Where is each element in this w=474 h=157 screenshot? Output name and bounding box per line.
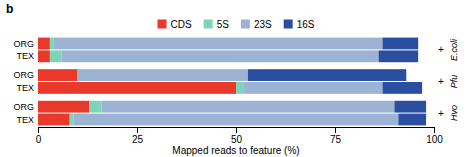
bar-segment (38, 101, 89, 113)
group-sign: + (438, 76, 444, 87)
legend-label: CDS (171, 19, 192, 30)
x-axis-line (39, 128, 435, 134)
bar-segment (70, 114, 74, 126)
x-tick: 25 (132, 127, 144, 145)
x-tick-label: 0 (36, 134, 42, 145)
x-tick-label: 50 (231, 134, 243, 145)
x-tick-mark (434, 127, 435, 133)
bar-segment (54, 38, 383, 50)
x-tick-mark (38, 127, 39, 133)
x-tick-mark (335, 127, 336, 133)
bar-segment (101, 101, 394, 113)
group-label: Pfu (449, 75, 459, 89)
group-label: Hvo (449, 105, 459, 121)
x-axis: 0 25 50 75 100 (36, 127, 444, 145)
bar-segment (50, 50, 62, 62)
bar-segment (78, 69, 248, 81)
group-sign: + (438, 108, 444, 119)
bar-segment (89, 101, 101, 113)
x-tick-label: 100 (426, 134, 443, 145)
x-tick: 100 (426, 127, 443, 145)
bar-segment (394, 101, 426, 113)
legend-label: 23S (254, 19, 272, 30)
bar-segment (74, 114, 399, 126)
row-label: ORG (13, 39, 34, 49)
legend-swatch (241, 20, 250, 29)
x-tick: 0 (36, 127, 42, 145)
bar-segment (38, 69, 78, 81)
legend-label: 5S (217, 19, 230, 30)
bar-segment (379, 50, 419, 62)
bar-segment (398, 114, 426, 126)
row-label: TEX (16, 51, 34, 61)
bars (38, 38, 426, 126)
x-tick: 50 (231, 127, 243, 145)
x-tick-label: 25 (132, 134, 144, 145)
chart-svg: 0255075100ORGTEXORGTEXORGTEX+E.coli+Pfu+… (0, 0, 474, 157)
row-label: ORG (13, 102, 34, 112)
bar-segment (62, 50, 379, 62)
legend-item: 16S (284, 19, 315, 30)
bar-segment (50, 38, 54, 50)
bar-segment (38, 38, 50, 50)
legend-label: 16S (297, 19, 315, 30)
bar-segment (236, 82, 244, 94)
group-sign: + (438, 44, 444, 55)
legend-item: CDS (158, 19, 192, 30)
bar-segment (248, 69, 406, 81)
bar-segment (38, 50, 50, 62)
x-tick: 75 (330, 127, 342, 145)
series-2 (54, 38, 399, 126)
legend-swatch (158, 20, 167, 29)
legend: CDS 5S 23S 16S (158, 19, 315, 30)
legend-swatch (204, 20, 213, 29)
x-tick-mark (236, 127, 237, 133)
x-axis-title: Mapped reads to feature (%) (172, 145, 299, 156)
legend-item: 23S (241, 19, 272, 30)
legend-item: 5S (204, 19, 230, 30)
bar-segment (244, 82, 383, 94)
row-label: TEX (16, 83, 34, 93)
bar-segment (383, 38, 419, 50)
group-label: E.coli (449, 38, 459, 61)
row-label: TEX (16, 115, 34, 125)
x-tick-label: 75 (330, 134, 342, 145)
row-labels: ORG TEX ORG TEX ORG TEX (13, 39, 34, 125)
legend-swatch (284, 20, 293, 29)
bar-segment (38, 114, 70, 126)
x-tick-mark (137, 127, 138, 133)
plot-area: 0255075100ORGTEXORGTEXORGTEX+E.coli+Pfu+… (13, 38, 459, 146)
bar-segment (383, 82, 423, 94)
row-label: ORG (13, 70, 34, 80)
chart-container: 0255075100ORGTEXORGTEXORGTEX+E.coli+Pfu+… (0, 0, 474, 157)
group-labels: + E.coli + Pfu + Hvo (438, 38, 459, 121)
chart-title: b (6, 2, 13, 16)
series-3 (248, 38, 426, 126)
bar-segment (38, 82, 236, 94)
